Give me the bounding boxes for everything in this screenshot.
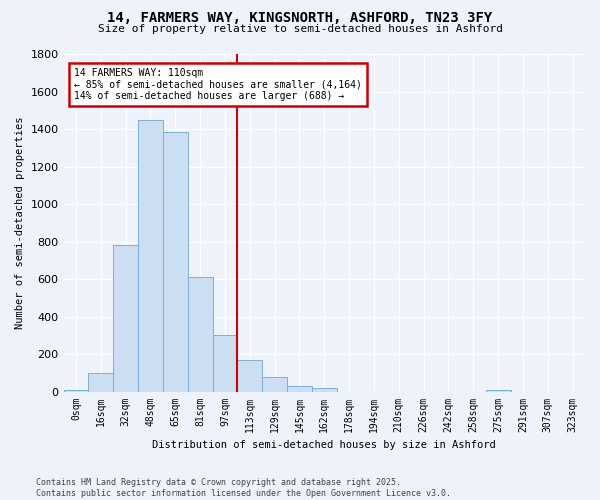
Bar — [262, 376, 287, 392]
Bar — [485, 390, 511, 392]
Bar — [64, 390, 88, 392]
Bar — [88, 373, 113, 392]
Bar — [312, 388, 337, 392]
Bar — [287, 386, 312, 392]
Text: 14, FARMERS WAY, KINGSNORTH, ASHFORD, TN23 3FY: 14, FARMERS WAY, KINGSNORTH, ASHFORD, TN… — [107, 12, 493, 26]
Bar — [113, 246, 138, 392]
Bar — [238, 360, 262, 392]
Text: Contains HM Land Registry data © Crown copyright and database right 2025.
Contai: Contains HM Land Registry data © Crown c… — [36, 478, 451, 498]
Bar — [138, 120, 163, 392]
Text: 14 FARMERS WAY: 110sqm
← 85% of semi-detached houses are smaller (4,164)
14% of : 14 FARMERS WAY: 110sqm ← 85% of semi-det… — [74, 68, 362, 100]
Bar — [212, 336, 238, 392]
Bar — [163, 132, 188, 392]
Y-axis label: Number of semi-detached properties: Number of semi-detached properties — [15, 116, 25, 329]
X-axis label: Distribution of semi-detached houses by size in Ashford: Distribution of semi-detached houses by … — [152, 440, 496, 450]
Text: Size of property relative to semi-detached houses in Ashford: Size of property relative to semi-detach… — [97, 24, 503, 34]
Bar — [188, 277, 212, 392]
